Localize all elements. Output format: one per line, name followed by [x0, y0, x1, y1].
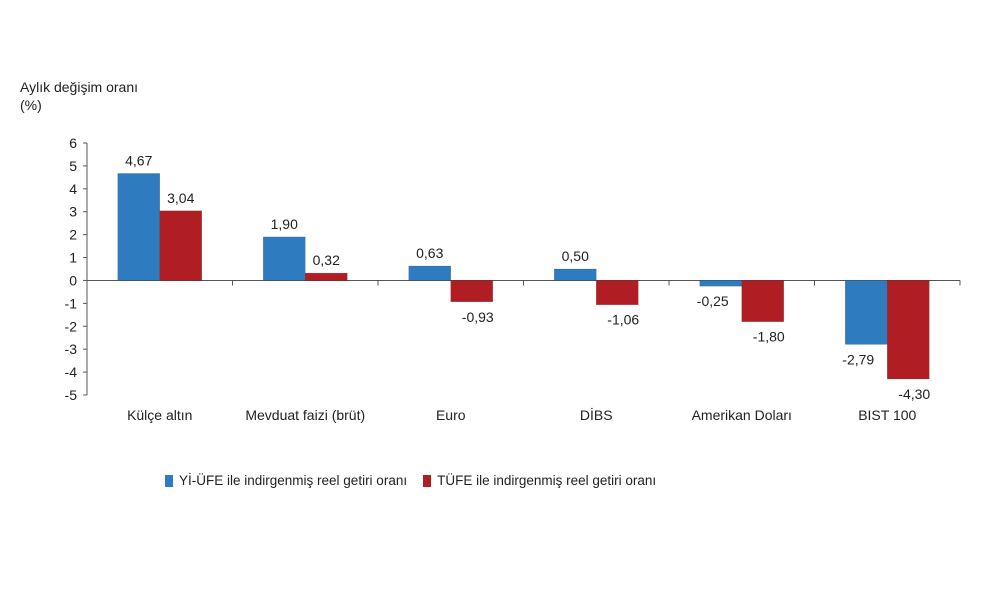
bar	[450, 280, 493, 303]
bar	[408, 265, 451, 281]
y-tick-label: -3	[65, 341, 78, 357]
legend-swatch-tufe	[423, 474, 432, 487]
x-tick-label: Külçe altın	[127, 407, 192, 423]
y-tick-label: 0	[69, 272, 77, 288]
bar	[887, 280, 930, 380]
x-tick-label: DİBS	[580, 406, 613, 423]
x-tick-label: Mevduat faizi (brüt)	[245, 407, 365, 423]
data-label: 0,32	[313, 252, 340, 268]
data-label: 0,63	[416, 245, 443, 261]
y-tick-label: -5	[65, 387, 78, 403]
bar	[741, 280, 784, 322]
data-label: -4,30	[898, 386, 930, 402]
x-tick-label: Amerikan Doları	[692, 407, 792, 423]
data-label: -1,80	[753, 329, 785, 345]
data-label: 4,67	[125, 152, 152, 168]
y-axis-label: Aylık değişim oranı (%)	[20, 79, 139, 113]
legend-swatch-yi-ufe	[165, 474, 173, 487]
y-tick-label: -2	[65, 318, 78, 334]
bar	[596, 280, 639, 305]
data-label: -0,93	[462, 309, 494, 325]
data-label: 1,90	[271, 216, 298, 232]
bar	[845, 280, 888, 345]
y-tick-label: 6	[69, 135, 77, 151]
y-tick-label: -1	[65, 295, 78, 311]
y-tick-label: 3	[69, 204, 77, 220]
data-label: 0,50	[562, 248, 589, 264]
data-label: 3,04	[167, 190, 194, 206]
bar	[117, 173, 160, 281]
legend-label-tufe: TÜFE ile indirgenmiş reel getiri oranı	[437, 473, 657, 488]
data-label: -0,25	[697, 293, 729, 309]
legend-label-yi-ufe: Yİ-ÜFE ile indirgenmiş reel getiri oranı	[179, 473, 408, 488]
bar	[263, 236, 306, 281]
data-label: -1,06	[607, 312, 639, 328]
legend: Yİ-ÜFE ile indirgenmiş reel getiri oranı…	[165, 473, 672, 488]
y-tick-label: 1	[69, 250, 77, 266]
bar	[554, 268, 597, 281]
y-tick-label: 2	[69, 227, 77, 243]
data-label: -2,79	[842, 351, 874, 367]
x-tick-label: Euro	[436, 407, 466, 423]
y-tick-label: -4	[65, 364, 78, 380]
bar	[159, 210, 202, 281]
x-tick-label: BIST 100	[858, 407, 916, 423]
y-tick-label: 4	[69, 181, 77, 197]
legend-item-yi-ufe: Yİ-ÜFE ile indirgenmiş reel getiri oranı	[165, 473, 407, 488]
y-tick-label: 5	[69, 158, 77, 174]
legend-item-tufe: TÜFE ile indirgenmiş reel getiri oranı	[423, 473, 656, 488]
bar	[305, 272, 348, 281]
bar	[699, 280, 742, 287]
